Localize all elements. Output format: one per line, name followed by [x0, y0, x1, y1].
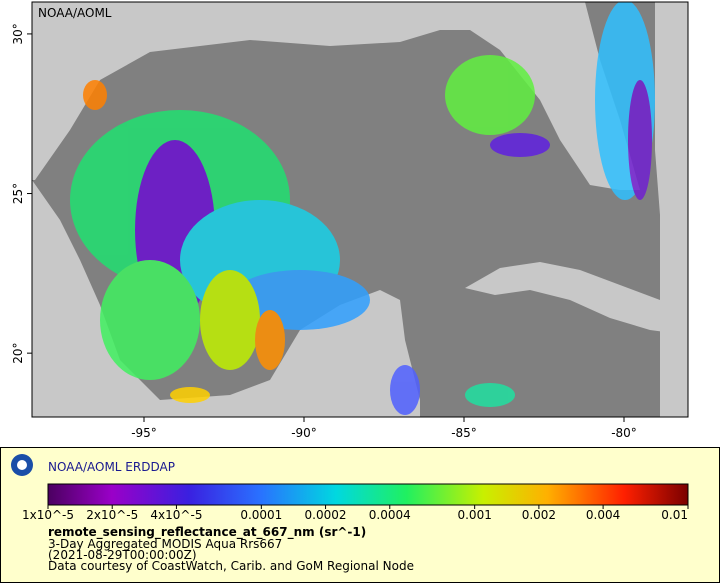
land-cuba — [465, 262, 688, 335]
y-tick-label: 30° — [11, 23, 25, 44]
land-mexico — [32, 180, 420, 417]
legend-panel — [0, 447, 720, 583]
colorbar-tick-label: 0.002 — [522, 508, 556, 522]
colorbar-tick-label: 0.0001 — [240, 508, 282, 522]
colorbar-tick-label: 0.004 — [586, 508, 620, 522]
y-tick-label: 20° — [11, 343, 25, 364]
land-north-america — [32, 2, 640, 190]
credit: Data courtesy of CoastWatch, Carib. and … — [48, 559, 414, 573]
x-tick-label: -80° — [611, 426, 637, 440]
watermark: NOAA/AOML — [38, 6, 112, 20]
legend-title: NOAA/AOML ERDDAP — [48, 460, 175, 474]
colorbar — [47, 483, 689, 506]
colorbar-tick-label: 4x10^-5 — [150, 508, 202, 522]
colorbar-tick-label: 2x10^-5 — [86, 508, 138, 522]
reflectance-data — [70, 2, 655, 415]
colorbar-tick-label: 0.0004 — [369, 508, 411, 522]
colorbar-tick-label: 0.001 — [457, 508, 491, 522]
variable-name: remote_sensing_reflectance_at_667_nm (sr… — [48, 525, 366, 540]
colorbar-tick-label: 0.01 — [661, 508, 688, 522]
time: (2021-08-29T00:00:00Z) — [48, 548, 197, 562]
colorbar-tick-label: 1x10^-5 — [22, 508, 74, 522]
description: 3-Day Aggregated MODIS Aqua Rrs667 — [48, 537, 282, 551]
x-tick-label: -90° — [291, 426, 317, 440]
y-tick-label: 25° — [11, 183, 25, 204]
x-tick-label: -95° — [131, 426, 157, 440]
x-tick-label: -85° — [451, 426, 477, 440]
map-frame — [31, 1, 689, 418]
colorbar-ticks: 1x10^-5 2x10^-5 4x10^-5 0.0001 0.0002 0.0004 0… — [22, 505, 689, 522]
colorbar-tick-label: 0.0002 — [305, 508, 347, 522]
noaa-logo-inner — [17, 460, 27, 470]
map-plot — [32, 2, 688, 417]
axis-ticks: -95° -90° -85° -80° 20° 25° 30° — [11, 23, 637, 440]
